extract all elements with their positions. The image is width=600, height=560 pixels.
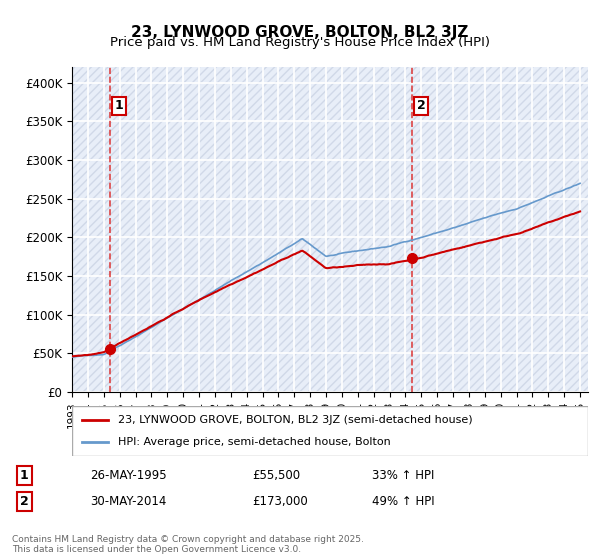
- Text: 1: 1: [20, 469, 28, 482]
- Text: 30-MAY-2014: 30-MAY-2014: [90, 495, 166, 508]
- Text: 1: 1: [115, 99, 124, 113]
- Text: £173,000: £173,000: [252, 495, 308, 508]
- Text: 2: 2: [416, 99, 425, 113]
- FancyBboxPatch shape: [72, 406, 588, 456]
- Text: Price paid vs. HM Land Registry's House Price Index (HPI): Price paid vs. HM Land Registry's House …: [110, 36, 490, 49]
- Text: Contains HM Land Registry data © Crown copyright and database right 2025.
This d: Contains HM Land Registry data © Crown c…: [12, 535, 364, 554]
- Text: £55,500: £55,500: [252, 469, 300, 482]
- Text: 2: 2: [20, 495, 28, 508]
- Text: 26-MAY-1995: 26-MAY-1995: [90, 469, 167, 482]
- Text: 49% ↑ HPI: 49% ↑ HPI: [372, 495, 434, 508]
- Text: HPI: Average price, semi-detached house, Bolton: HPI: Average price, semi-detached house,…: [118, 437, 391, 447]
- Text: 33% ↑ HPI: 33% ↑ HPI: [372, 469, 434, 482]
- Text: 23, LYNWOOD GROVE, BOLTON, BL2 3JZ (semi-detached house): 23, LYNWOOD GROVE, BOLTON, BL2 3JZ (semi…: [118, 415, 473, 425]
- Text: 23, LYNWOOD GROVE, BOLTON, BL2 3JZ: 23, LYNWOOD GROVE, BOLTON, BL2 3JZ: [131, 25, 469, 40]
